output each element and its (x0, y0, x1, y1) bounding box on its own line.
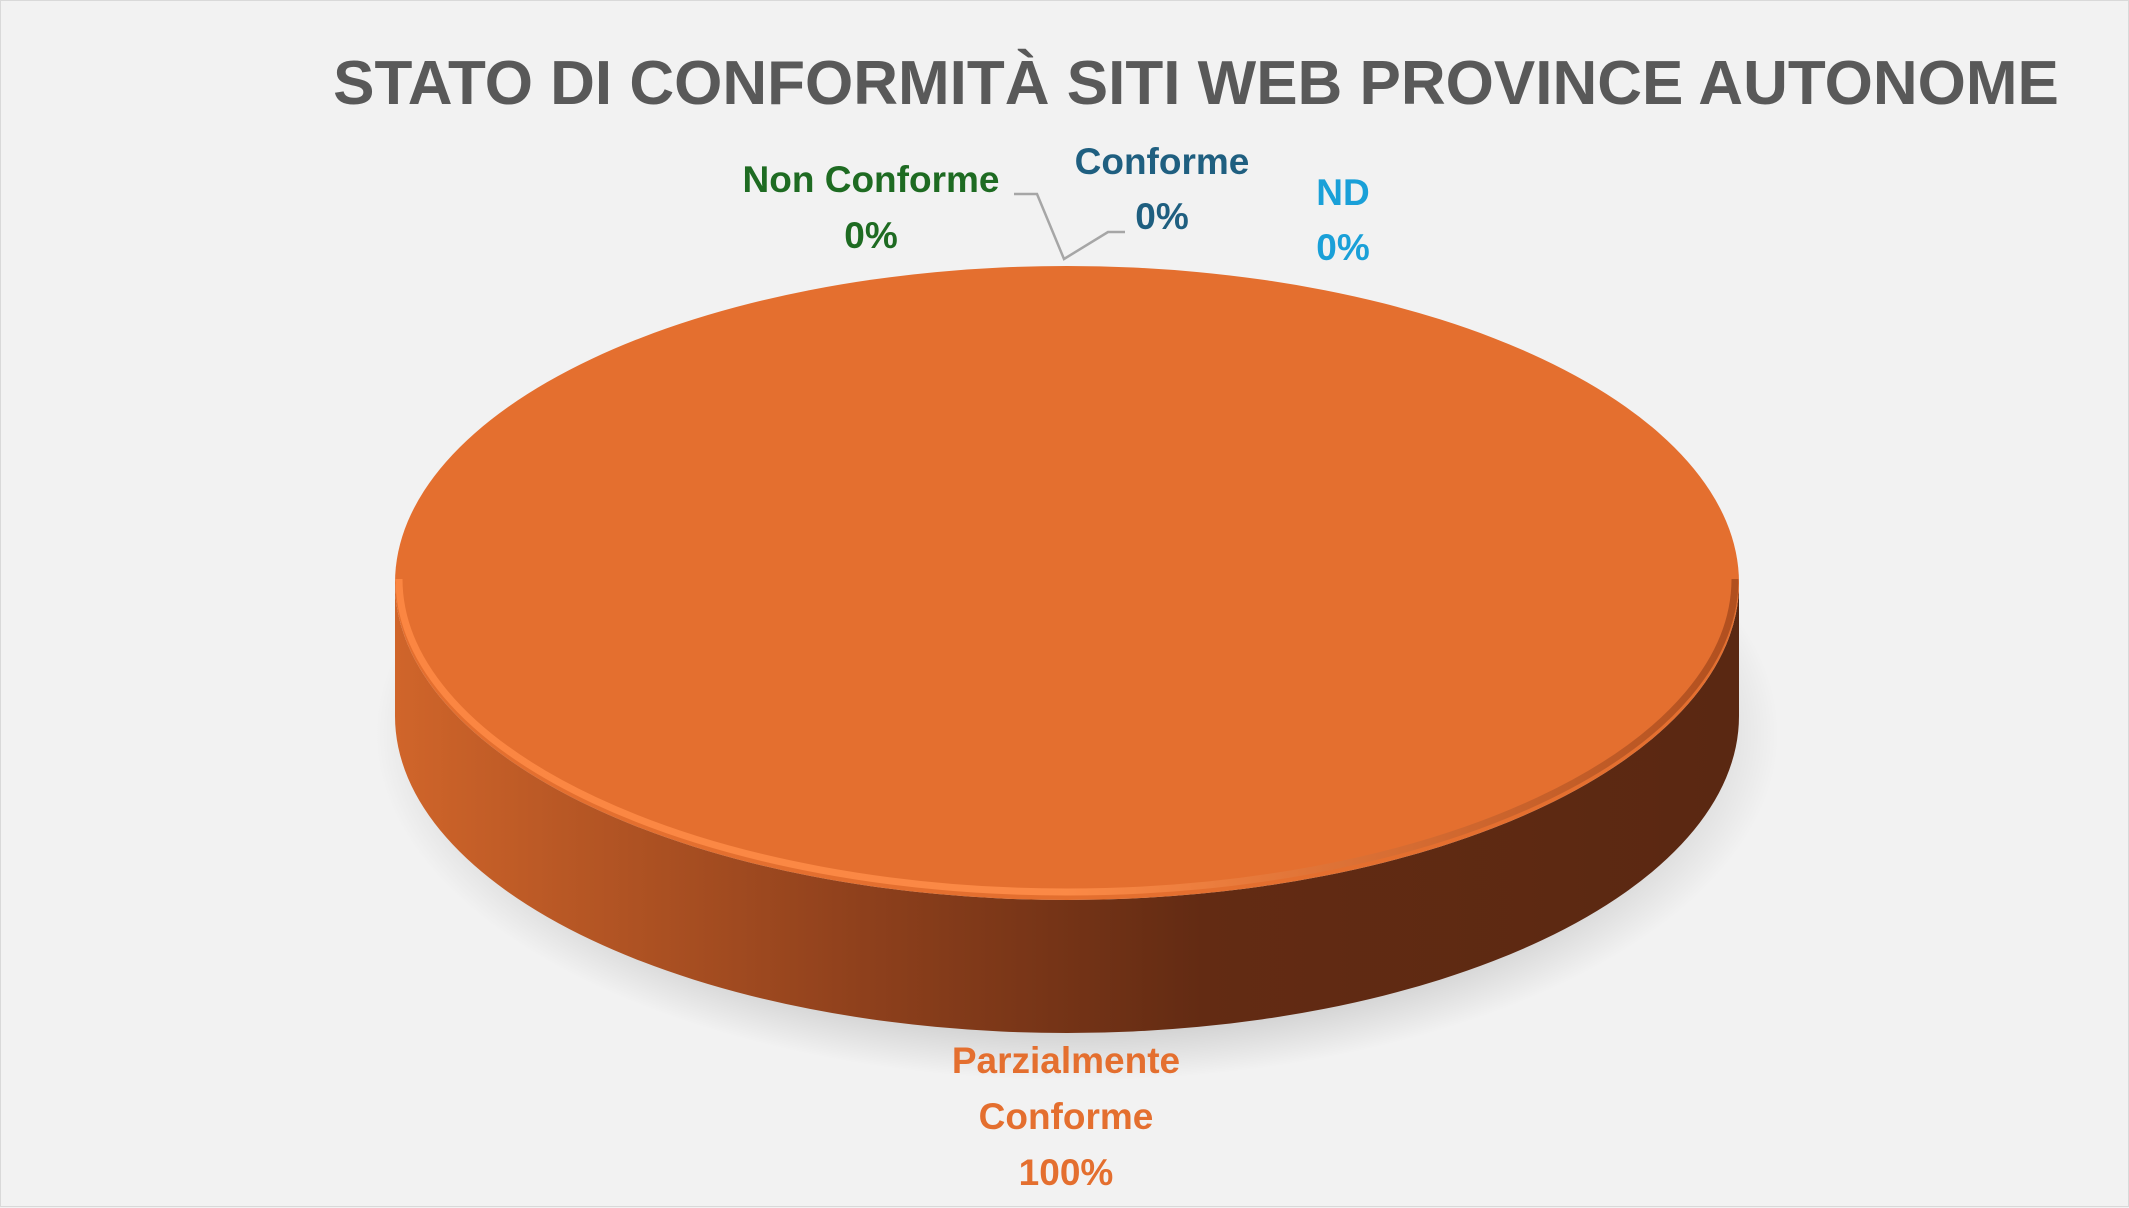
label-parzialmente-value: 100% (1019, 1152, 1114, 1193)
label-parzialmente-line2: Conforme (979, 1096, 1154, 1137)
pie-rim-highlight (395, 578, 1739, 896)
label-parzialmente-line1: Parzialmente (952, 1040, 1180, 1081)
pie-slices (375, 266, 1779, 1081)
pie-slice-side-parzialmente-conforme[interactable] (395, 583, 1739, 1033)
label-nd-value: 0% (1316, 227, 1369, 268)
label-conforme-value: 0% (1135, 196, 1188, 237)
label-non-conforme-value: 0% (844, 215, 897, 256)
label-non-conforme-name: Non Conforme (743, 159, 1000, 200)
chart-title: STATO DI CONFORMITÀ SITI WEB PROVINCE AU… (333, 49, 2059, 118)
label-conforme-name: Conforme (1075, 141, 1250, 182)
leader-line (1014, 192, 1125, 261)
pie-slice-parzialmente-conforme[interactable] (395, 266, 1739, 900)
label-nd-name: ND (1316, 172, 1369, 213)
